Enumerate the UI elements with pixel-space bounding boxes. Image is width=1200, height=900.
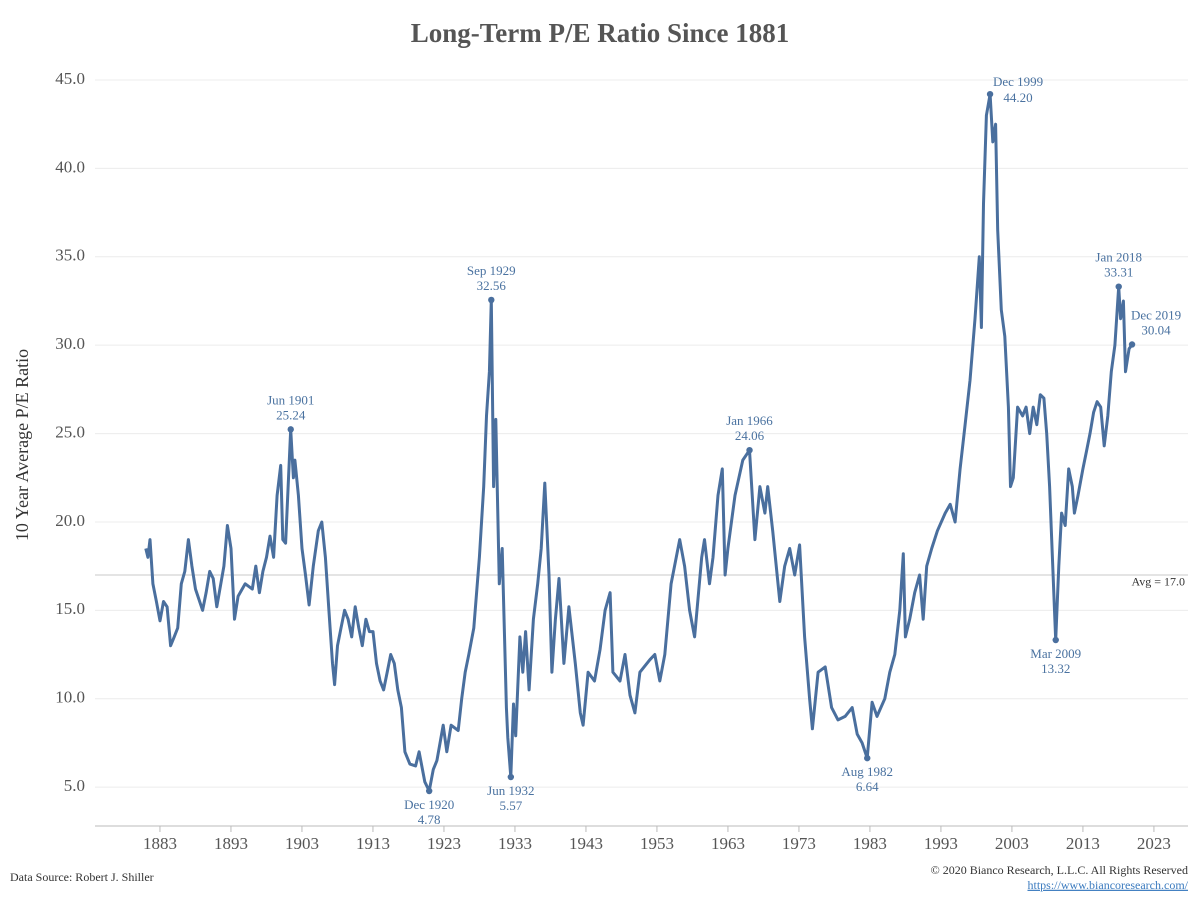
- annotation-date: Dec 1999: [993, 74, 1043, 89]
- y-tick-label: 10.0: [55, 688, 85, 707]
- x-tick-label: 1963: [711, 834, 745, 853]
- chart-title: Long-Term P/E Ratio Since 1881: [411, 18, 790, 48]
- annotation-point: [746, 446, 753, 454]
- annotation-point: [287, 426, 294, 433]
- annotation-point: [1115, 283, 1122, 290]
- y-tick-label: 30.0: [55, 334, 85, 353]
- annotation-date: Dec 2019: [1131, 307, 1181, 322]
- annotation-date: Jan 1966: [726, 413, 773, 428]
- copyright: © 2020 Bianco Research, L.L.C. All Right…: [931, 863, 1188, 877]
- x-tick-label: 1953: [640, 834, 674, 853]
- x-tick-label: 1893: [214, 834, 248, 853]
- annotation-value: 30.04: [1141, 322, 1171, 337]
- annotation-date: Sep 1929: [467, 263, 516, 278]
- y-tick-label: 35.0: [55, 246, 85, 265]
- annotation-value: 33.31: [1104, 265, 1133, 280]
- x-tick-label: 2003: [995, 834, 1029, 853]
- y-axis-label: 10 Year Average P/E Ratio: [12, 349, 32, 541]
- annotation-point: [986, 90, 994, 98]
- x-tick-label: 1913: [356, 834, 390, 853]
- annotation-value: 13.32: [1041, 661, 1070, 676]
- annotation-point: [1052, 636, 1059, 644]
- annotation-value: 24.06: [735, 428, 765, 443]
- annotation-point: [425, 787, 433, 795]
- annotation-date: Aug 1982: [841, 764, 893, 779]
- annotation-date: Mar 2009: [1030, 646, 1081, 661]
- annotation-date: Jun 1901: [267, 392, 314, 407]
- annotation-value: 5.57: [499, 798, 522, 813]
- annotation-point: [864, 754, 871, 762]
- x-tick-label: 1923: [427, 834, 461, 853]
- annotation-point: [1128, 341, 1136, 348]
- source-note: Data Source: Robert J. Shiller: [10, 870, 154, 884]
- y-tick-label: 5.0: [64, 776, 85, 795]
- annotation-date: Jun 1932: [487, 783, 534, 798]
- y-tick-label: 15.0: [55, 599, 85, 618]
- annotation-value: 4.78: [418, 812, 441, 827]
- annotation-value: 32.56: [477, 278, 507, 293]
- average-label: Avg = 17.0: [1131, 575, 1185, 589]
- annotation-value: 25.24: [276, 407, 306, 422]
- y-tick-label: 25.0: [55, 422, 85, 441]
- annotation-point: [507, 773, 515, 781]
- x-tick-label: 2013: [1066, 834, 1100, 853]
- y-tick-label: 20.0: [55, 511, 85, 530]
- y-tick-label: 40.0: [55, 157, 85, 176]
- x-tick-label: 1903: [285, 834, 319, 853]
- x-tick-label: 1993: [924, 834, 958, 853]
- annotation-date: Dec 1920: [404, 797, 454, 812]
- y-tick-label: 45.0: [55, 69, 85, 88]
- x-tick-label: 1883: [143, 834, 177, 853]
- x-tick-label: 2023: [1137, 834, 1171, 853]
- annotation-value: 6.64: [856, 779, 879, 794]
- pe-line: [144, 92, 1134, 793]
- annotation-value: 44.20: [1003, 90, 1032, 105]
- website-link[interactable]: https://www.biancoresearch.com/: [1027, 878, 1188, 892]
- annotation-point: [488, 296, 495, 304]
- x-tick-label: 1943: [569, 834, 603, 853]
- x-tick-label: 1933: [498, 834, 532, 853]
- annotation-date: Jan 2018: [1095, 250, 1142, 265]
- x-tick-label: 1973: [782, 834, 816, 853]
- x-tick-label: 1983: [853, 834, 887, 853]
